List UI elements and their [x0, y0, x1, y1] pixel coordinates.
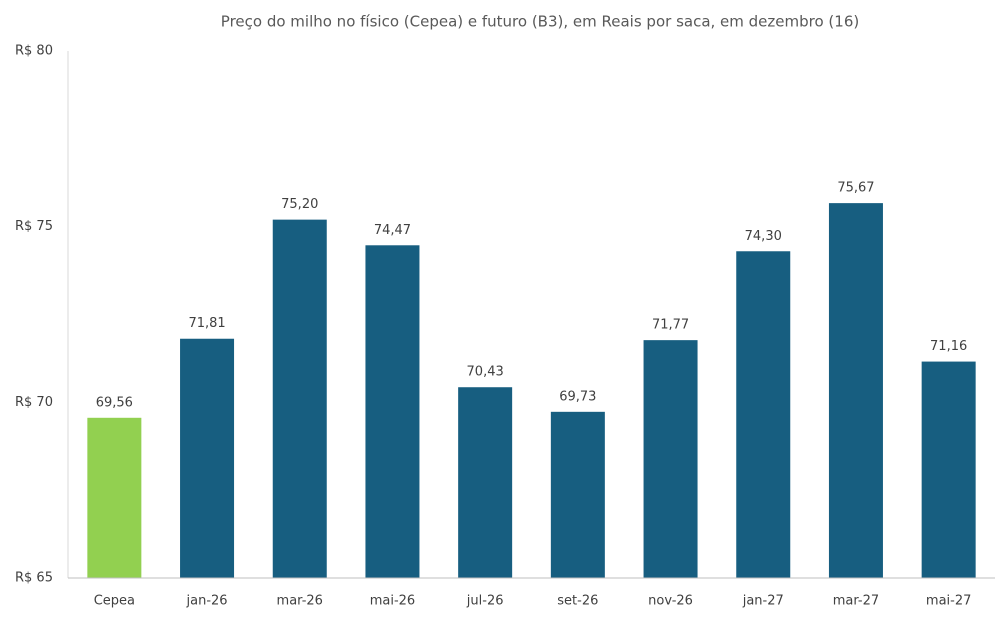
data-label: 69,56: [96, 395, 133, 410]
y-tick-label: R$ 75: [15, 219, 53, 234]
data-label: 74,30: [745, 229, 782, 244]
x-tick-label: set-26: [557, 594, 598, 609]
data-label: 71,77: [652, 318, 689, 333]
y-tick-label: R$ 65: [15, 571, 53, 586]
bar: [180, 338, 235, 578]
bar: [643, 340, 698, 578]
data-label: 75,67: [837, 181, 874, 196]
x-tick-label: nov-26: [648, 594, 693, 609]
x-tick-label: mar-26: [277, 594, 323, 609]
data-label: 70,43: [467, 365, 504, 380]
data-label: 74,47: [374, 223, 411, 238]
x-tick-label: mar-27: [833, 594, 879, 609]
bar: [458, 387, 513, 578]
data-label: 69,73: [559, 389, 596, 404]
data-label: 71,81: [188, 316, 225, 331]
x-tick-label: jul-26: [466, 594, 504, 609]
bar: [828, 203, 883, 579]
data-label: 75,20: [281, 197, 318, 212]
x-tick-label: jan-26: [186, 594, 228, 609]
bar: [87, 417, 142, 578]
x-tick-label: mai-26: [370, 594, 415, 609]
bar: [921, 361, 976, 578]
bar: [365, 245, 420, 578]
x-tick-label: Cepea: [94, 594, 135, 609]
chart-title: Preço do milho no físico (Cepea) e futur…: [221, 13, 859, 31]
data-label: 71,16: [930, 339, 967, 354]
bar: [272, 219, 327, 578]
y-tick-label: R$ 80: [15, 44, 53, 59]
x-tick-label: mai-27: [926, 594, 971, 609]
bar: [550, 411, 605, 578]
bar: [736, 251, 791, 578]
x-tick-label: jan-27: [742, 594, 784, 609]
y-tick-label: R$ 70: [15, 395, 53, 410]
